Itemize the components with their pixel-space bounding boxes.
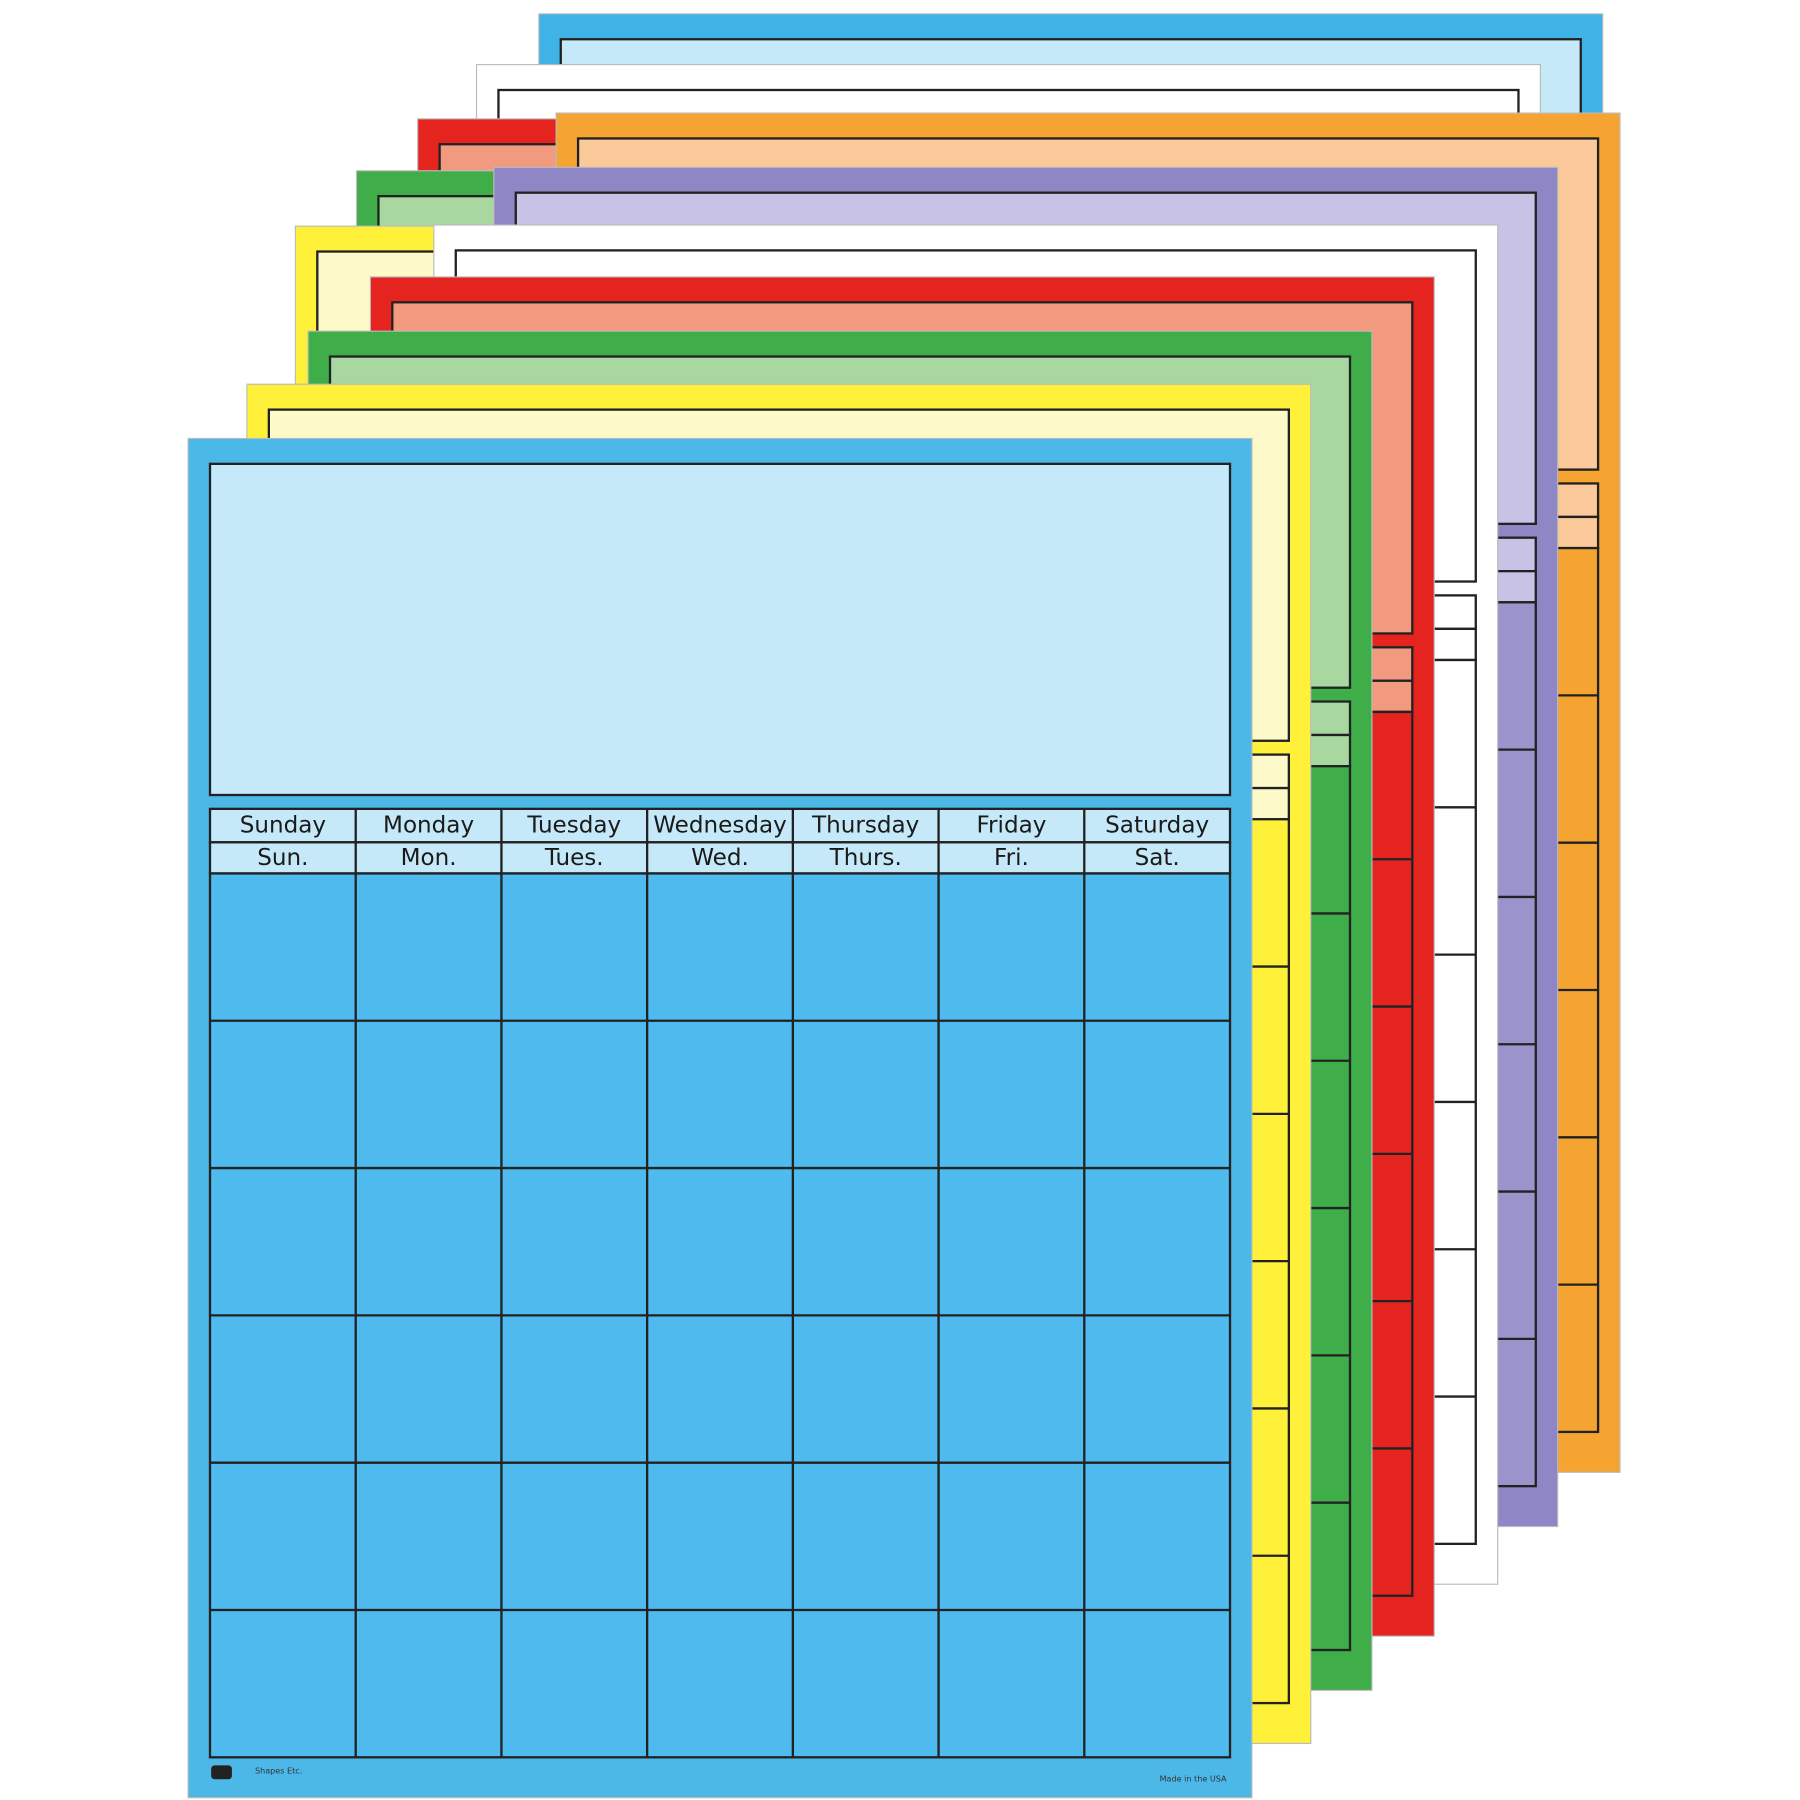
day-abbr: Mon.: [401, 845, 457, 871]
day-name: Thursday: [811, 813, 919, 839]
day-name: Tuesday: [526, 813, 621, 839]
day-abbr: Sun.: [257, 845, 308, 871]
front-calendar: Sunday Sun. Monday Mon. Tuesday Tues. Wednesda…: [187, 437, 1253, 1799]
abbr-row: [208, 841, 1232, 875]
made-in: Made in the USA: [1160, 1775, 1227, 1784]
logo: [211, 1765, 232, 1780]
day-abbr: Sat.: [1135, 845, 1180, 871]
day-name: Wednesday: [653, 813, 787, 839]
title-panel: [208, 462, 1232, 797]
day-name: Friday: [976, 813, 1046, 839]
day-abbr: Tues.: [544, 845, 604, 871]
brand: Shapes Etc.: [255, 1767, 302, 1776]
day-name: Saturday: [1105, 813, 1209, 839]
day-abbr: Thurs.: [829, 845, 902, 871]
day-abbr: Fri.: [994, 845, 1029, 871]
day-name: Sunday: [240, 813, 326, 839]
day-name: Monday: [383, 813, 474, 839]
day-abbr: Wed.: [691, 845, 749, 871]
